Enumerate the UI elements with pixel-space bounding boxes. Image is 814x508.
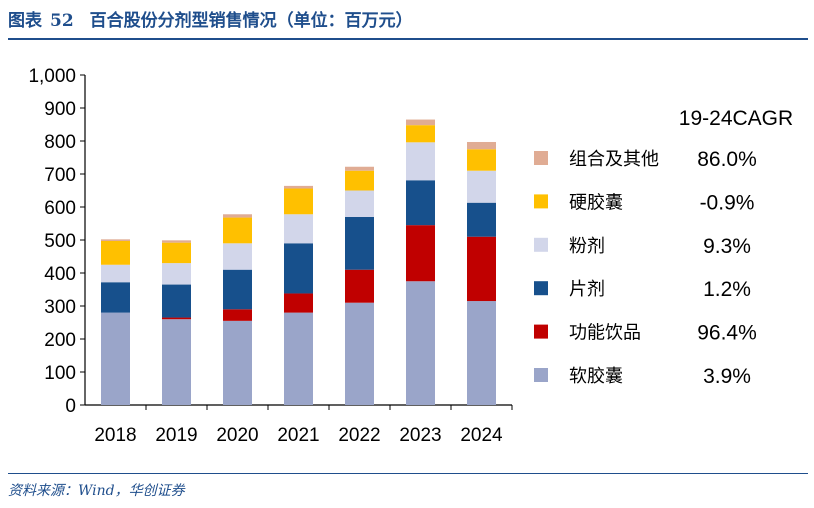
bar-segment — [284, 185, 313, 189]
legend-cagr-value: 1.2% — [703, 278, 751, 301]
legend-title: 19-24CAGR — [679, 107, 793, 130]
legend-cagr-value: -0.9% — [700, 191, 755, 214]
bar-segment — [162, 242, 191, 264]
y-tick-label: 200 — [44, 330, 76, 351]
legend-swatch — [534, 324, 548, 339]
bar-segment — [223, 214, 252, 218]
bar-segment — [467, 170, 496, 203]
x-tick-label: 2024 — [460, 425, 503, 446]
x-tick-label: 2021 — [277, 425, 319, 446]
legend-label: 硬胶囊 — [569, 192, 623, 213]
bar-segment — [101, 282, 130, 313]
bar-segment — [284, 188, 313, 215]
y-tick-label: 800 — [44, 132, 76, 153]
bar-segment — [162, 263, 191, 285]
y-tick-label: 900 — [44, 99, 76, 120]
y-tick-label: 300 — [44, 297, 76, 318]
legend-label: 软胶囊 — [569, 366, 623, 387]
bar-segment — [345, 216, 374, 270]
x-tick-label: 2023 — [399, 425, 441, 446]
bar-segment — [406, 119, 435, 126]
legend-cagr-value: 86.0% — [697, 148, 757, 171]
y-tick-label: 1,000 — [28, 66, 76, 87]
bar-segment — [101, 312, 130, 405]
bar-segment — [406, 225, 435, 282]
x-tick-label: 2022 — [338, 425, 380, 446]
legend-swatch — [534, 237, 548, 252]
bar-segment — [406, 125, 435, 143]
bar-segment — [467, 202, 496, 237]
legend-cagr-value: 96.4% — [697, 322, 757, 345]
bar-segment — [406, 142, 435, 181]
x-tick-label: 2018 — [94, 425, 136, 446]
bar-segment — [101, 264, 130, 283]
legend-label: 功能饮品 — [569, 323, 641, 344]
bar-segment — [406, 180, 435, 226]
bar-segment — [406, 281, 435, 405]
bar-segment — [101, 239, 130, 241]
legend-label: 粉剂 — [569, 236, 605, 257]
bar-segment — [223, 320, 252, 405]
chart-title: 图表 52 百合股份分剂型销售情况（单位：百万元） — [8, 6, 413, 31]
footer-divider — [8, 473, 808, 474]
y-tick-label: 700 — [44, 165, 76, 186]
bar-segment — [162, 319, 191, 405]
legend-swatch — [534, 281, 548, 296]
bar-segment — [467, 236, 496, 302]
bar-segment — [162, 317, 191, 320]
stacked-bar-chart: 0 100 200 300 400 500 600 700 800 900 1,000 2018 201… — [28, 66, 793, 446]
bar-segment — [284, 214, 313, 244]
x-tick-label: 2020 — [216, 425, 258, 446]
legend-swatch — [534, 151, 548, 165]
bar-segment — [162, 240, 191, 243]
bar-segment — [223, 217, 252, 244]
legend-swatch — [534, 368, 548, 382]
y-tick-label: 100 — [44, 363, 76, 384]
bar-segment — [223, 309, 252, 321]
bar-segment — [284, 312, 313, 405]
bar-segment — [467, 301, 496, 405]
bar-segment — [345, 190, 374, 217]
title-number: 52 — [50, 11, 74, 31]
y-tick-label: 400 — [44, 264, 76, 285]
bar-segment — [467, 141, 496, 150]
bar-segment — [284, 243, 313, 294]
bar-segment — [345, 302, 374, 405]
bar-segment — [223, 243, 252, 270]
legend-swatch — [534, 194, 548, 209]
bar-segment — [223, 269, 252, 310]
title-prefix: 图表 — [8, 11, 42, 31]
y-tick-label: 600 — [44, 198, 76, 219]
legend-cagr-value: 3.9% — [703, 365, 751, 388]
title-divider — [8, 38, 808, 40]
bar-segment — [101, 240, 130, 265]
source-note: 资料来源：Wind，华创证券 — [8, 483, 185, 499]
y-tick-label: 500 — [44, 231, 76, 252]
legend-label: 组合及其他 — [569, 149, 659, 170]
legend-label: 片剂 — [569, 279, 605, 300]
bar-segment — [162, 284, 191, 318]
bar-segment — [345, 269, 374, 303]
bar-segment — [345, 166, 374, 171]
bar-segment — [467, 149, 496, 171]
bar-segment — [284, 293, 313, 313]
bar-segment — [345, 170, 374, 191]
y-tick-label: 0 — [65, 396, 76, 417]
title-text: 百合股份分剂型销售情况（单位：百万元） — [89, 11, 413, 31]
x-tick-label: 2019 — [155, 425, 197, 446]
legend-cagr-value: 9.3% — [703, 235, 751, 258]
